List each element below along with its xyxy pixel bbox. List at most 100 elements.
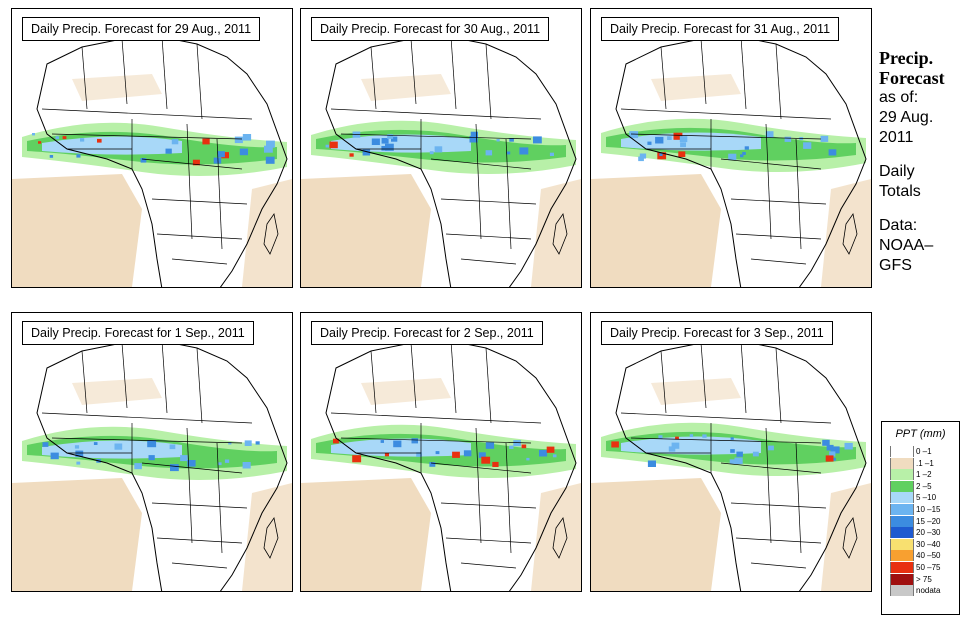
asof-label: as of: — [879, 89, 919, 106]
precip-cell — [629, 131, 639, 139]
precip-cell — [832, 457, 836, 461]
sand-region — [361, 378, 451, 405]
country-border — [370, 46, 377, 110]
legend-label: 0 –1 — [916, 447, 932, 456]
legend-swatch — [890, 503, 914, 515]
sand-region — [821, 483, 871, 591]
precip-cell — [730, 449, 735, 453]
country-border — [340, 437, 532, 444]
panel-title: Daily Precip. Forecast for 3 Sep., 2011 — [601, 321, 833, 345]
precip-cell — [552, 454, 557, 458]
precip-cell — [740, 154, 744, 158]
africa-coastline — [325, 36, 577, 287]
precip-cell — [702, 434, 707, 438]
precip-cell — [784, 136, 792, 142]
precip-cell — [546, 446, 555, 453]
panel-30-aug: Daily Precip. Forecast for 30 Aug., 2011 — [300, 8, 582, 288]
legend-title: PPT (mm) — [895, 428, 946, 440]
precip-cell — [492, 461, 499, 467]
precip-cell — [50, 452, 59, 460]
legend-swatch — [890, 446, 914, 457]
precip-cell — [244, 440, 252, 446]
precip-cell — [134, 463, 142, 470]
precip-cell — [752, 451, 759, 457]
precip-cell — [830, 446, 840, 454]
country-border — [370, 350, 377, 414]
precip-cell — [74, 445, 80, 449]
precip-cell — [549, 152, 554, 156]
country-border — [720, 158, 822, 170]
country-border — [720, 462, 822, 474]
country-border — [156, 233, 243, 240]
legend-item: 2 –5 — [882, 480, 959, 493]
precip-cell — [391, 136, 398, 142]
asof-year: 2011 — [879, 129, 914, 146]
country-border — [445, 233, 532, 240]
legend-swatch — [890, 515, 914, 527]
country-border — [795, 442, 802, 554]
legend-item: 0 –1 — [882, 446, 959, 458]
precip-cell — [371, 138, 380, 145]
precip-cell — [667, 136, 672, 140]
country-border — [750, 562, 807, 569]
precip-cell — [639, 153, 647, 159]
precip-cell — [234, 136, 243, 144]
precip-cell — [76, 461, 81, 465]
precip-cell — [255, 441, 260, 445]
precip-cell — [384, 453, 389, 457]
precip-cell — [170, 464, 179, 472]
country-border — [410, 342, 417, 409]
country-border — [161, 36, 168, 110]
data-source-2: GFS — [879, 257, 912, 274]
precip-cell — [362, 149, 371, 156]
precip-cell — [242, 134, 252, 141]
country-border — [121, 38, 128, 105]
legend-swatch — [890, 527, 914, 539]
country-border — [660, 46, 667, 110]
africa-coastline — [325, 340, 577, 591]
sand-region — [821, 179, 871, 287]
precip-cell — [169, 444, 176, 450]
sand-region — [301, 174, 431, 287]
precip-cell — [679, 136, 688, 143]
precip-cell — [668, 446, 676, 452]
legend-item: 30 –40 — [882, 538, 959, 551]
precip-cell — [659, 153, 663, 156]
sand-region — [242, 179, 292, 287]
precip-cell — [638, 156, 644, 162]
country-border — [735, 537, 822, 544]
panel-2-sep: Daily Precip. Forecast for 2 Sep., 2011 — [300, 312, 582, 592]
rain-band-heavy — [42, 136, 182, 155]
precip-cell — [736, 451, 743, 457]
precip-cell — [93, 442, 98, 445]
data-label: Data: — [879, 217, 918, 234]
country-border — [460, 258, 517, 265]
legend-swatch — [890, 538, 914, 550]
madagascar-outline — [842, 213, 858, 255]
precip-cell — [452, 451, 460, 458]
sand-region — [12, 478, 142, 591]
country-border — [330, 412, 542, 424]
sand-region — [301, 478, 431, 591]
precip-cell — [333, 438, 339, 444]
precip-cell — [469, 135, 478, 143]
precip-cell — [655, 136, 664, 144]
heading-forecast: Forecast — [879, 68, 945, 88]
precip-cell — [673, 132, 683, 140]
country-border — [41, 108, 253, 120]
precip-cell — [62, 136, 67, 140]
precip-cell — [266, 140, 275, 148]
africa-coastline — [615, 36, 867, 287]
asof-date: 29 Aug. — [879, 109, 934, 126]
madagascar-outline — [263, 213, 279, 255]
legend-item: nodata — [882, 585, 959, 597]
country-border — [171, 258, 228, 265]
country-border — [775, 43, 782, 120]
precip-cell — [658, 435, 663, 439]
africa-precip-map — [301, 340, 581, 591]
country-border — [171, 562, 228, 569]
legend-item: 15 –20 — [882, 515, 959, 528]
precip-cell — [76, 154, 81, 158]
precip-cell — [481, 456, 491, 464]
sand-region — [72, 378, 162, 405]
